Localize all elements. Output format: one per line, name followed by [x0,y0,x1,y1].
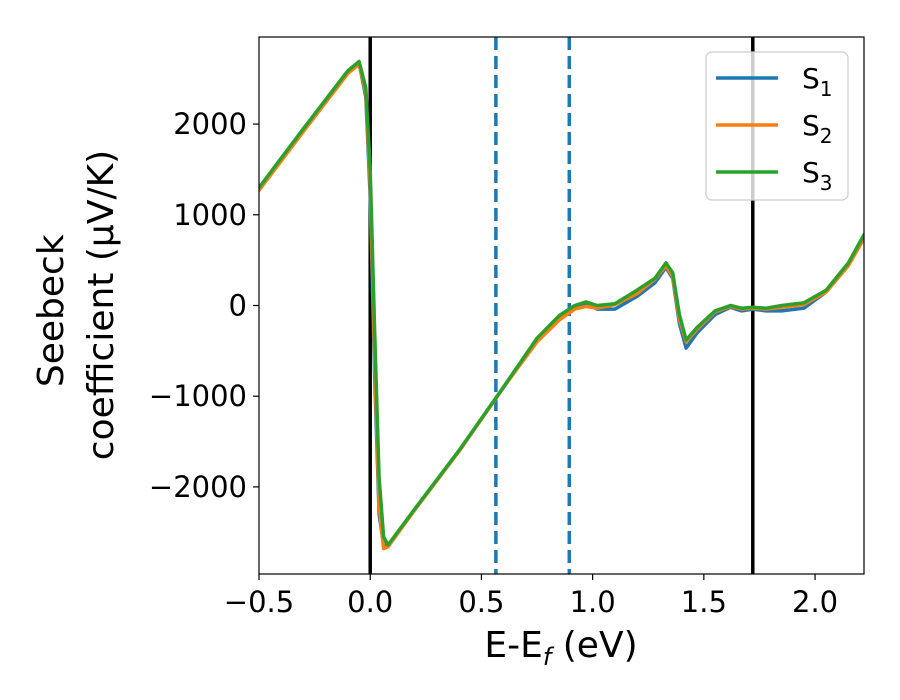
x-tick-label: 1.5 [681,585,727,619]
legend-label-s2: S2 [802,109,833,148]
legend-label-s1: S1 [802,62,833,101]
y-tick-label: −2000 [149,470,247,504]
y-tick-label: 0 [229,289,247,323]
x-tick-label: 0.0 [347,585,393,619]
series-line-s3 [259,59,864,547]
y-axis-label: Seebeck coefficient (μV/K) [31,150,122,460]
y-tick-label: −1000 [149,379,247,413]
y-tick-label: 1000 [173,198,247,232]
x-tick-label: 1.0 [570,585,616,619]
x-tick-label: 0.5 [458,585,504,619]
y-axis: −2000 −1000 0 1000 2000 [149,107,259,504]
x-tick-label: −0.5 [224,585,294,619]
y-tick-label: 2000 [173,107,247,141]
x-axis: −0.5 0.0 0.5 1.0 1.5 2.0 [224,574,838,619]
legend-label-s3: S3 [802,156,833,195]
y-axis-label-line1: Seebeck [31,234,72,387]
x-axis-label: E-Ef (eV) [484,625,637,671]
y-axis-label-line2: coefficient (μV/K) [81,150,122,460]
x-tick-label: 2.0 [792,585,838,619]
legend: S1 S2 S3 [705,51,849,201]
